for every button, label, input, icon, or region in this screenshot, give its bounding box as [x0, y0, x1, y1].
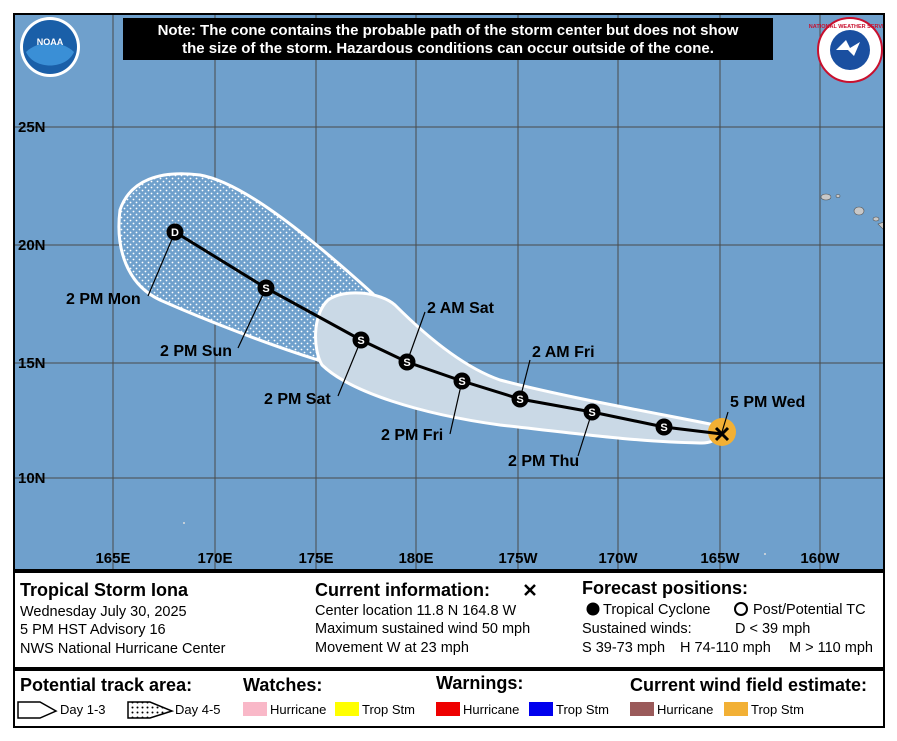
lon-labels: 165E 170E 175E 180E 175W 170W 165W 160W	[95, 550, 840, 567]
time-label: 2 AM Fri	[532, 344, 595, 361]
current-symbol	[524, 584, 536, 596]
current-position	[714, 426, 730, 442]
swatch	[529, 702, 553, 716]
info-text: NWS National Hurricane Center	[20, 641, 226, 657]
time-label: 2 PM Sun	[160, 343, 232, 360]
swatch	[724, 702, 748, 716]
legend-text: S 39-73 mph	[582, 640, 665, 656]
legend-text: Trop Stm	[751, 702, 804, 717]
info-panel	[13, 571, 885, 669]
info-text: Wednesday July 30, 2025	[20, 604, 187, 620]
time-label: 2 PM Sat	[264, 391, 331, 408]
tc-symbol	[586, 602, 600, 616]
legend-text: Hurricane	[463, 702, 519, 717]
time-labels: 5 PM Wed 2 PM Thu 2 AM Fri 2 PM Fri 2 AM…	[66, 291, 805, 470]
legend-text: Post/Potential TC	[753, 602, 866, 618]
logo-text: NOAA	[37, 37, 64, 47]
legend-text: H 74-110 mph	[680, 640, 771, 656]
track-marker	[511, 390, 529, 408]
legend-text: Trop Stm	[362, 702, 415, 717]
info-text: Movement W at 23 mph	[315, 640, 469, 656]
track-marker	[655, 418, 673, 436]
track-symbol: S	[458, 376, 465, 388]
track-marker	[257, 279, 275, 297]
track-marker	[352, 331, 370, 349]
time-label: 2 PM Thu	[508, 453, 579, 470]
map-frame	[13, 13, 885, 571]
track-marker	[453, 372, 471, 390]
logo-text: NATIONAL WEATHER SERVICE	[809, 24, 892, 30]
legend-text: Hurricane	[657, 702, 713, 717]
track-symbol: S	[516, 394, 523, 406]
lat-labels: 25N 20N 15N 10N	[18, 119, 46, 487]
time-label: 2 PM Fri	[381, 427, 443, 444]
track-marker	[583, 403, 601, 421]
lon-label: 170E	[197, 550, 232, 567]
swatch	[436, 702, 460, 716]
legend-text: Sustained winds:	[582, 621, 692, 637]
lon-label: 180E	[398, 550, 433, 567]
day45-swatch	[127, 701, 175, 719]
track-markers: S S S S S S S D	[166, 223, 673, 436]
map: S S S S S S S D 5 PM Wed 2 PM Thu 2 AM Fri 2 PM…	[14, 14, 892, 570]
leaders	[147, 231, 729, 457]
cone-day-1-3	[314, 291, 721, 445]
track-symbol: S	[660, 422, 667, 434]
legend-text: D < 39 mph	[735, 621, 810, 637]
time-label: 2 AM Sat	[427, 300, 495, 317]
legend-text: Hurricane	[270, 702, 326, 717]
info-text: 5 PM HST Advisory 16	[20, 622, 166, 638]
info-text: Maximum sustained wind 50 mph	[315, 621, 530, 637]
info-text: Center location 11.8 N 164.8 W	[315, 603, 517, 619]
swatch	[335, 702, 359, 716]
swatch	[243, 702, 267, 716]
track-symbol: S	[357, 335, 364, 347]
legend-panel	[13, 669, 885, 728]
lon-label: 160W	[800, 550, 840, 567]
lat-label: 25N	[18, 119, 46, 136]
track-symbol: S	[403, 357, 410, 369]
note-line: Note: The cone contains the probable pat…	[158, 22, 739, 39]
legend-heading: Watches:	[243, 675, 322, 695]
lon-label: 165E	[95, 550, 130, 567]
current-heading: Current information:	[315, 580, 490, 600]
legend-text: Trop Stm	[556, 702, 609, 717]
lat-label: 15N	[18, 355, 46, 372]
note-box	[123, 18, 773, 60]
track-symbol: S	[588, 407, 595, 419]
noaa-logo: NOAA	[20, 17, 80, 77]
lon-label: 170W	[598, 550, 638, 567]
legend-text: Tropical Cyclone	[603, 602, 710, 618]
islands	[183, 193, 884, 555]
legend-text: Day 4-5	[175, 702, 221, 717]
lon-label: 175E	[298, 550, 333, 567]
note-line: the size of the storm. Hazardous conditi…	[182, 40, 714, 57]
time-label: 2 PM Mon	[66, 291, 141, 308]
legend-text: Day 1-3	[60, 702, 106, 717]
legend-heading: Current wind field estimate:	[630, 675, 867, 695]
lat-label: 20N	[18, 237, 46, 254]
time-label: 5 PM Wed	[730, 394, 805, 411]
track-symbol: S	[262, 283, 269, 295]
forecast-heading: Forecast positions:	[582, 578, 748, 598]
ptc-symbol	[734, 602, 748, 616]
lat-label: 10N	[18, 470, 46, 487]
track-marker	[398, 353, 416, 371]
nws-logo: NATIONAL WEATHER SERVICE	[809, 17, 892, 83]
legend-text: M > 110 mph	[789, 640, 873, 656]
swatch	[630, 702, 654, 716]
track-symbol: D	[171, 227, 179, 239]
lon-label: 165W	[700, 550, 740, 567]
legend-heading: Warnings:	[436, 673, 523, 693]
track-marker	[166, 223, 184, 241]
legend-heading: Potential track area:	[20, 675, 192, 695]
storm-title: Tropical Storm Iona	[20, 580, 189, 600]
day13-swatch	[17, 701, 58, 719]
lon-label: 175W	[498, 550, 538, 567]
